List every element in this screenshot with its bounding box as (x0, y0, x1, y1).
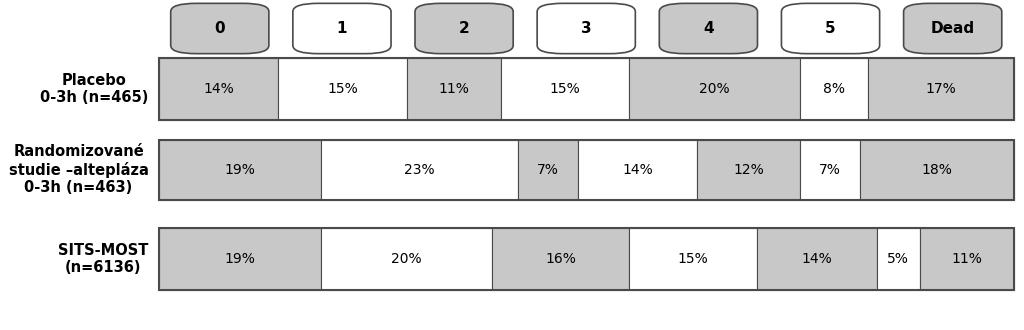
Bar (159, 228, 1014, 290)
Text: 20%: 20% (391, 252, 422, 266)
Text: 14%: 14% (802, 252, 833, 266)
Text: Dead: Dead (931, 21, 975, 36)
Bar (159, 58, 1014, 120)
FancyBboxPatch shape (415, 3, 513, 54)
Bar (518, 140, 578, 200)
Text: Randomizované
studie –altepláza
0-3h (n=463): Randomizované studie –altepláza 0-3h (n=… (8, 145, 148, 195)
Bar (578, 140, 697, 200)
FancyBboxPatch shape (903, 3, 1001, 54)
Text: 3: 3 (581, 21, 592, 36)
Text: 16%: 16% (545, 252, 577, 266)
Text: 15%: 15% (550, 82, 581, 96)
Bar (757, 228, 877, 290)
Text: 15%: 15% (678, 252, 709, 266)
Bar (159, 140, 322, 200)
Bar (877, 228, 920, 290)
Bar (322, 140, 518, 200)
Text: Placebo
0-3h (n=465): Placebo 0-3h (n=465) (40, 73, 148, 105)
Text: 4: 4 (703, 21, 714, 36)
Text: 5: 5 (825, 21, 836, 36)
Bar (279, 58, 407, 120)
Bar (629, 228, 757, 290)
Text: 12%: 12% (733, 163, 764, 177)
Text: 5%: 5% (888, 252, 909, 266)
Text: 7%: 7% (537, 163, 559, 177)
Text: 0: 0 (214, 21, 225, 36)
Text: 19%: 19% (224, 252, 255, 266)
Text: 1: 1 (337, 21, 347, 36)
Text: 19%: 19% (224, 163, 255, 177)
FancyBboxPatch shape (659, 3, 758, 54)
Bar (860, 140, 1014, 200)
FancyBboxPatch shape (171, 3, 269, 54)
Bar (322, 228, 493, 290)
Text: 11%: 11% (438, 82, 469, 96)
Bar (920, 228, 1014, 290)
Text: 18%: 18% (922, 163, 952, 177)
FancyBboxPatch shape (781, 3, 880, 54)
Bar (697, 140, 800, 200)
Bar (159, 58, 279, 120)
Bar (407, 58, 501, 120)
Text: 14%: 14% (203, 82, 233, 96)
Bar (800, 58, 868, 120)
Bar (159, 228, 322, 290)
FancyBboxPatch shape (293, 3, 391, 54)
Bar (629, 58, 800, 120)
Bar (868, 58, 1014, 120)
Bar (501, 58, 629, 120)
Text: 14%: 14% (623, 163, 653, 177)
Text: SITS-MOST
(n=6136): SITS-MOST (n=6136) (58, 243, 148, 275)
Bar (159, 140, 1014, 200)
Text: 15%: 15% (328, 82, 358, 96)
Bar (800, 140, 860, 200)
FancyBboxPatch shape (538, 3, 635, 54)
Text: 23%: 23% (404, 163, 435, 177)
Text: 17%: 17% (926, 82, 956, 96)
Text: 20%: 20% (699, 82, 730, 96)
Text: 11%: 11% (951, 252, 982, 266)
Text: 8%: 8% (823, 82, 845, 96)
Text: 2: 2 (459, 21, 469, 36)
Bar (493, 228, 629, 290)
Text: 7%: 7% (819, 163, 841, 177)
